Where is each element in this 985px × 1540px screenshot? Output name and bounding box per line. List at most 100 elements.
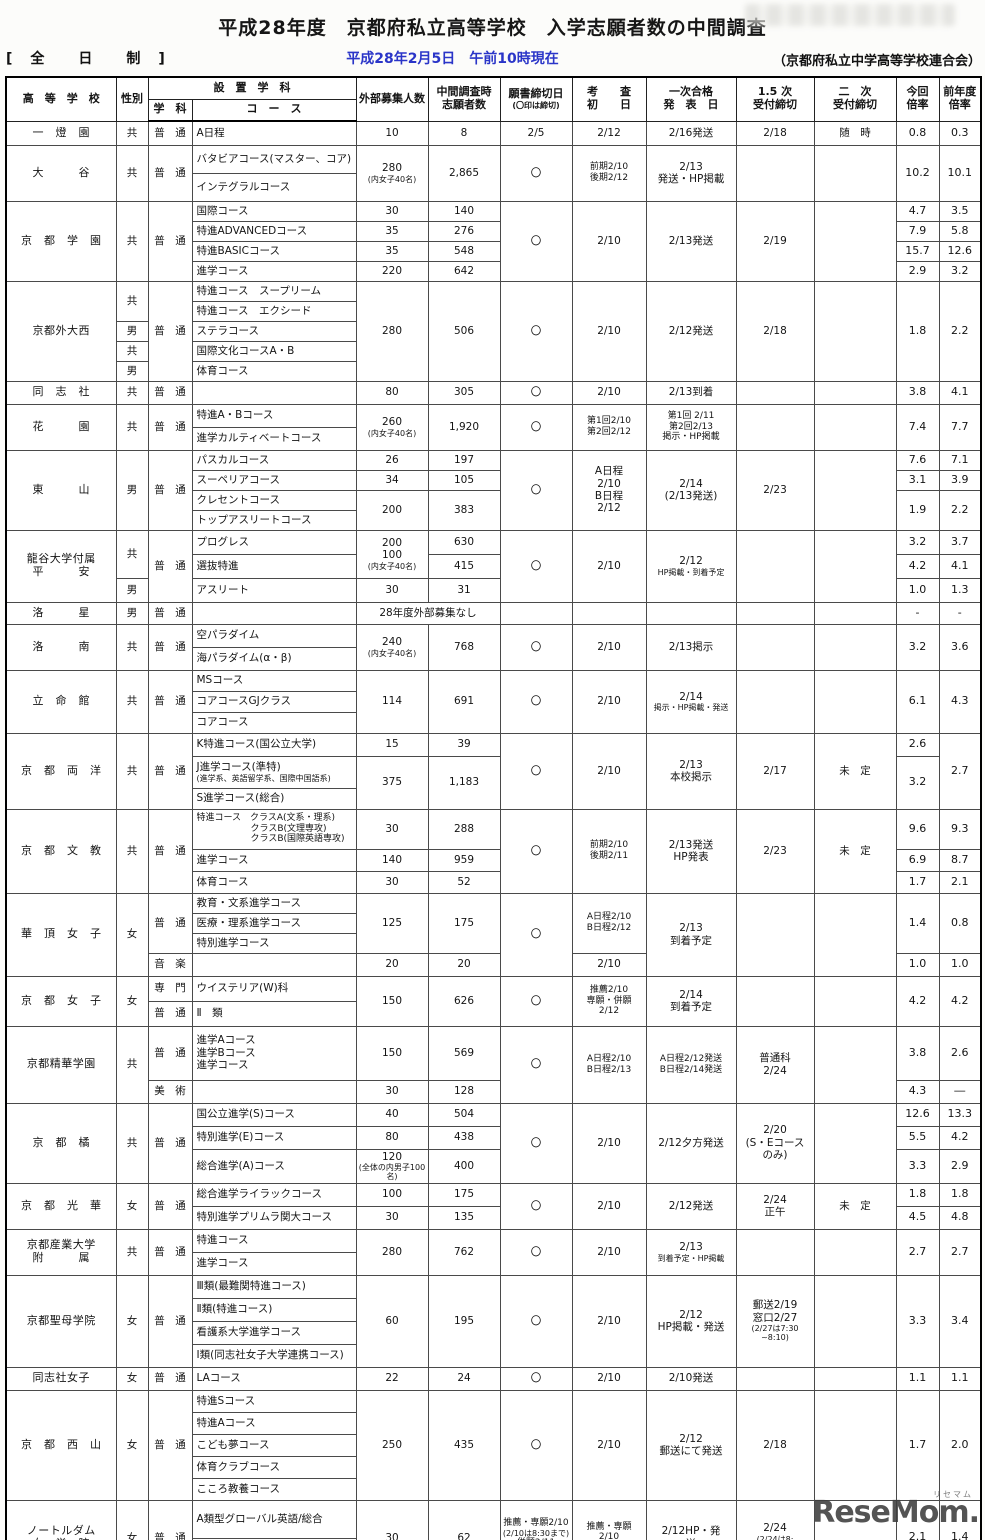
cell-line: 看護系大学進学コース bbox=[196, 1326, 301, 1339]
table-cell: 3.2 bbox=[895, 623, 940, 671]
cell-line: K特進コース(国公立大学) bbox=[196, 738, 317, 751]
cell-line: 志願者数 bbox=[442, 98, 486, 112]
cell-line: 125 bbox=[381, 916, 403, 929]
table-cell: 一 燈 園 bbox=[5, 120, 117, 146]
table-cell: 548 bbox=[427, 240, 501, 262]
cell-line: 洛 南 bbox=[32, 639, 90, 653]
cell-line: 到着予定 bbox=[670, 934, 712, 947]
table-row: 海パラダイム(α・β) bbox=[6, 646, 981, 671]
cell-line: 2,865 bbox=[448, 166, 480, 179]
table-cell: 2.6 bbox=[895, 732, 940, 757]
cell-line: 280 bbox=[381, 162, 403, 175]
table-cell bbox=[735, 529, 815, 603]
cell-line: 3.3 bbox=[908, 1158, 927, 1172]
cell-line: 共 bbox=[126, 1245, 138, 1258]
table-cell: 龍谷大学付属平 安 bbox=[5, 529, 117, 603]
table-cell bbox=[813, 380, 897, 405]
cell-line: 設 置 学 科 bbox=[213, 80, 291, 94]
cell-line: 959 bbox=[453, 853, 475, 866]
cell-line: 2/24 bbox=[763, 1064, 787, 1077]
table-cell bbox=[813, 1025, 897, 1104]
cell-line: MSコース bbox=[196, 674, 244, 687]
cell-line: 特別進学プリムラ関大コース bbox=[196, 1211, 332, 1224]
cell-line: (内女子40名) bbox=[367, 174, 417, 184]
cell-line: 2/12発送 bbox=[668, 1199, 714, 1212]
cell-line: 〇 bbox=[530, 1438, 542, 1451]
cell-line: 後期2/11 bbox=[589, 851, 629, 861]
cell-line: 洛 星 bbox=[32, 605, 90, 619]
cell-line: 一次合格 bbox=[669, 85, 713, 99]
table-cell: 52 bbox=[427, 870, 501, 894]
table-row: Ⅰ類(同志社女子大学連携コース) bbox=[6, 1343, 981, 1368]
school-block-row: 洛 南 共 普 通空パラダイム 240 (内女子40名) 768 〇 2/10 2/13掲示 3.… bbox=[5, 623, 982, 671]
cell-line: 普 通 bbox=[154, 386, 186, 399]
cell-line: 1.8 bbox=[951, 1187, 969, 1201]
table-cell: 〇 bbox=[499, 1274, 573, 1368]
table-cell: 569 bbox=[427, 1025, 501, 1081]
cell-line: 普 通 bbox=[154, 844, 186, 857]
cell-line: 2/10 bbox=[597, 1372, 621, 1385]
cell-line: 普通科 bbox=[759, 1052, 791, 1065]
cell-line: 1.9 bbox=[908, 502, 927, 516]
table-cell: 2/10 bbox=[571, 280, 647, 382]
table-cell: 普 通 bbox=[147, 200, 193, 282]
cell-line: HP掲載・発送 bbox=[657, 1321, 725, 1333]
cell-line: 7.9 bbox=[908, 223, 927, 237]
cell-line: 普 通 bbox=[154, 640, 186, 653]
table-cell bbox=[813, 449, 897, 531]
cell-line: 2/10 bbox=[597, 559, 621, 572]
cell-line: 京都聖母学院 bbox=[26, 1313, 96, 1327]
table-cell: 京 都 両 洋 bbox=[5, 732, 117, 810]
cell-line: 京 都 学 園 bbox=[21, 233, 102, 247]
table-cell: 762 bbox=[427, 1228, 501, 1276]
table-cell: 共 bbox=[115, 1228, 149, 1276]
table-cell: 特別進学(E)コース bbox=[191, 1125, 357, 1150]
school-block-row: 立 命 館 共 普 通 MSコース 114 691 〇 2/10 2/14 掲示・HP掲載・発送 6… bbox=[5, 669, 982, 734]
table-row: B類型 bbox=[6, 1537, 981, 1540]
table-cell: 200 bbox=[355, 489, 429, 531]
cell-line: A日程 bbox=[594, 465, 624, 478]
table-cell: 691 bbox=[427, 669, 501, 734]
cell-line: (全体の内男子100名) bbox=[358, 1163, 426, 1182]
cell-line: 2/12 bbox=[598, 1006, 620, 1017]
table-cell: 〇 bbox=[499, 144, 573, 202]
table-cell: 普 通 bbox=[147, 808, 193, 894]
cell-line: 2/12HP・発 bbox=[661, 1525, 721, 1538]
cell-line: 62 bbox=[457, 1531, 471, 1540]
cell-line: のみ) bbox=[762, 1149, 788, 1162]
cell-line: 外部募集人数 bbox=[359, 91, 425, 105]
table-cell: 共 bbox=[115, 1025, 149, 1104]
cell-line: 7.6 bbox=[908, 452, 927, 466]
table-cell: 22 bbox=[355, 1366, 429, 1391]
cell-line: 3.8 bbox=[908, 1045, 927, 1059]
cell-line: 美 術 bbox=[154, 1085, 186, 1098]
cell-line: 3.2 bbox=[908, 534, 927, 548]
cell-line: 2/10 bbox=[597, 958, 621, 971]
cell-line: 正午 bbox=[764, 1206, 786, 1218]
cell-line: 窓口2/27 bbox=[752, 1311, 798, 1324]
cell-line: A日程2/10 bbox=[586, 1053, 632, 1064]
cell-line: ノートルダム bbox=[26, 1523, 96, 1537]
table-cell bbox=[813, 623, 897, 671]
cell-line: 2/12 bbox=[597, 126, 621, 139]
cell-line: 進学コース bbox=[196, 853, 249, 866]
cell-line: 女 bbox=[126, 994, 138, 1007]
cell-line: 女 bbox=[126, 1438, 138, 1451]
cell-line: 15 bbox=[385, 738, 399, 751]
cell-line: 6.1 bbox=[908, 694, 927, 708]
cell-line: 375 bbox=[381, 776, 403, 789]
cell-line: 10.2 bbox=[905, 165, 930, 179]
cell-line: 立 命 館 bbox=[32, 694, 90, 708]
table-cell: 普 通 bbox=[147, 1499, 193, 1540]
table-cell: 288 bbox=[427, 808, 501, 850]
table-cell: 2.7 bbox=[938, 732, 982, 810]
table-cell: 共 bbox=[115, 340, 149, 362]
cell-line: 150 bbox=[381, 1046, 403, 1059]
cell-line: 7.4 bbox=[908, 419, 927, 433]
cell-line: 3.5 bbox=[951, 203, 969, 217]
table-cell: 35 bbox=[355, 240, 429, 262]
table-cell: 626 bbox=[427, 975, 501, 1027]
cell-line: 女 bbox=[126, 928, 138, 941]
table-cell: 東 山 bbox=[5, 449, 117, 531]
table-cell: K特進コース(国公立大学) bbox=[191, 732, 357, 757]
